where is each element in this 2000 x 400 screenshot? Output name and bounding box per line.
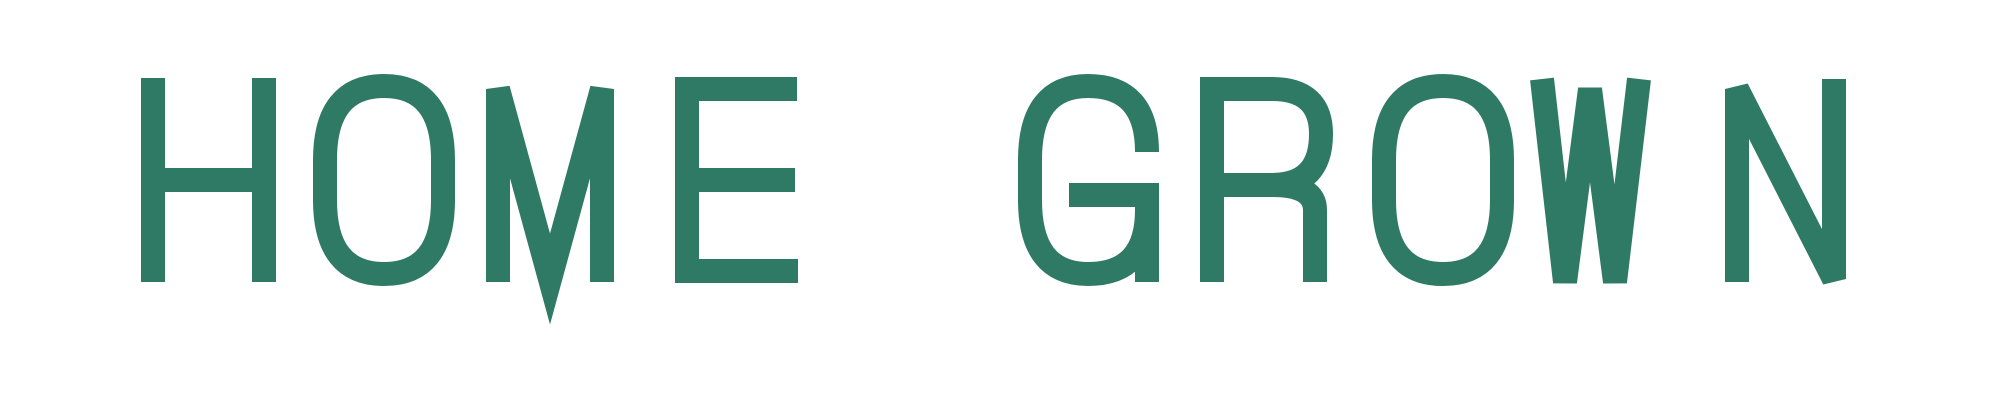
letter-o-2 — [1372, 73, 1514, 287]
letter-r — [1200, 77, 1334, 282]
letter-h — [141, 78, 276, 282]
letter-w — [1530, 77, 1651, 284]
letter-o — [313, 73, 455, 287]
letter-g — [1018, 73, 1159, 287]
letter-e — [675, 77, 798, 283]
letter-n — [1725, 79, 1846, 285]
letter-m — [486, 85, 614, 325]
